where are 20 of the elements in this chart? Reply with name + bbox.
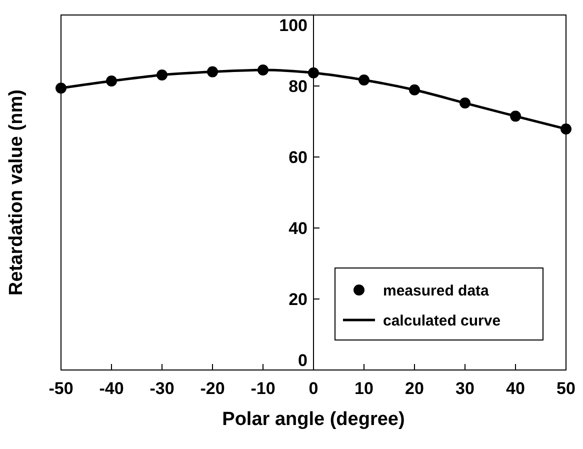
x-tick-label: -30 <box>150 379 174 398</box>
y-tick-label: 40 <box>288 218 308 238</box>
x-tick-label: 20 <box>405 379 424 398</box>
y-tick-label: 100 <box>279 16 308 35</box>
y-tick-label: 80 <box>288 76 308 96</box>
x-tick-label: -40 <box>99 379 124 398</box>
y-tick-label: 60 <box>288 148 308 167</box>
y-axis-title: Retardation value (nm) <box>6 90 27 296</box>
x-tick-label: -10 <box>250 379 276 398</box>
legend-label: calculated curve <box>383 312 501 330</box>
x-tick-label: -50 <box>48 379 74 398</box>
y-tick-label: 20 <box>288 290 308 309</box>
x-tick-label: 40 <box>506 379 525 398</box>
y-tick-label: 0 <box>298 350 308 370</box>
x-tick-label: 50 <box>556 379 576 398</box>
x-tick-label: -20 <box>200 379 225 398</box>
x-tick-label: 10 <box>354 379 374 398</box>
x-tick-label: 30 <box>456 379 474 398</box>
legend-label: measured data <box>383 282 490 300</box>
x-axis-title: Polar angle (degree) <box>222 409 405 430</box>
